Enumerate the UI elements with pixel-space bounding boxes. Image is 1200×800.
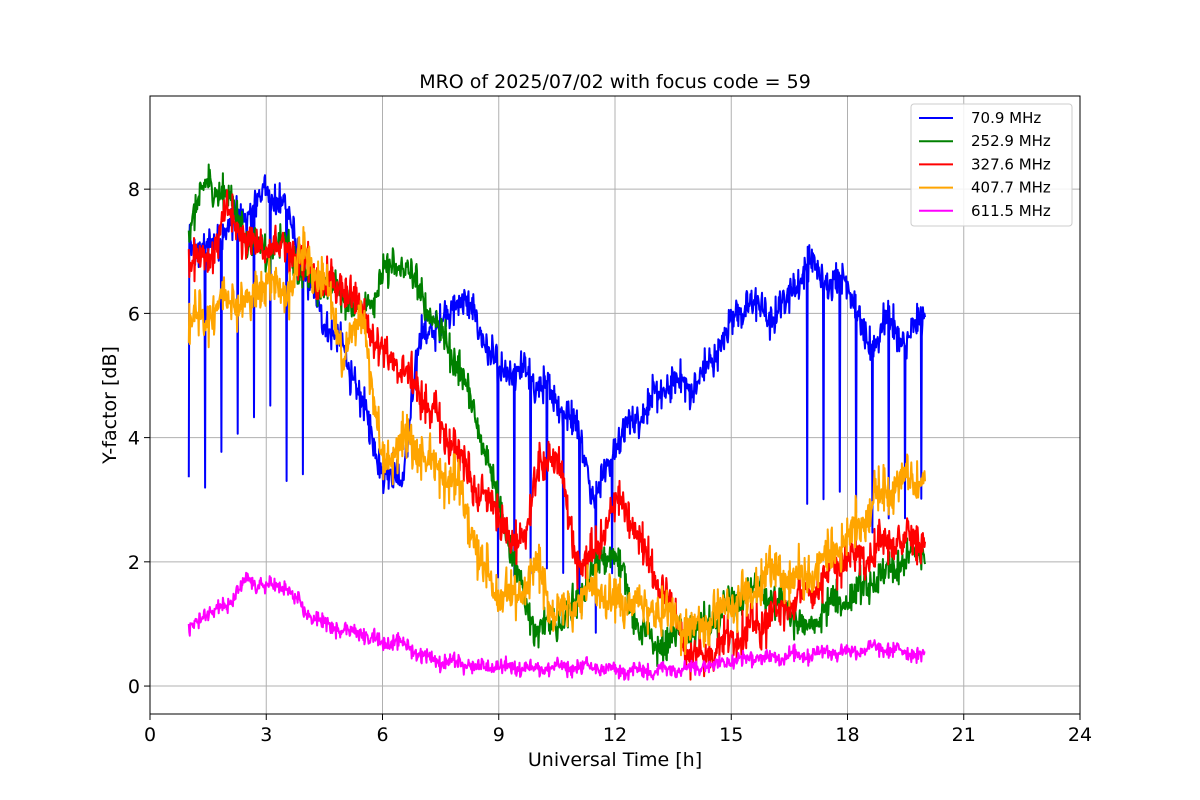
x-tick-label: 15 bbox=[719, 724, 743, 746]
series-line-3 bbox=[187, 226, 926, 657]
legend-label: 70.9 MHz bbox=[971, 109, 1041, 127]
series-line-4 bbox=[187, 571, 926, 681]
x-tick-label: 12 bbox=[603, 724, 627, 746]
x-tick-label: 18 bbox=[835, 724, 859, 746]
x-tick-label: 6 bbox=[376, 724, 388, 746]
x-tick-label: 9 bbox=[493, 724, 505, 746]
legend-label: 252.9 MHz bbox=[971, 132, 1051, 150]
series-3 bbox=[187, 226, 926, 657]
y-tick-label: 6 bbox=[128, 303, 140, 325]
legend-box bbox=[910, 103, 1073, 227]
legend-label: 407.7 MHz bbox=[971, 179, 1051, 197]
x-tick-label: 0 bbox=[144, 724, 156, 746]
y-axis: 0 2 4 6 8 bbox=[128, 179, 150, 698]
y-axis-label: Y-factor [dB] bbox=[99, 346, 121, 465]
y-tick-label: 8 bbox=[128, 179, 140, 201]
legend-label: 327.6 MHz bbox=[971, 155, 1051, 173]
x-tick-label: 3 bbox=[260, 724, 272, 746]
y-tick-label: 2 bbox=[128, 552, 140, 574]
y-tick-label: 0 bbox=[128, 676, 140, 698]
legend-label: 611.5 MHz bbox=[971, 202, 1051, 220]
x-tick-label: 21 bbox=[952, 724, 976, 746]
chart-title: MRO of 2025/07/02 with focus code = 59 bbox=[419, 71, 811, 93]
series-layer bbox=[187, 163, 926, 681]
y-tick-label: 4 bbox=[128, 428, 140, 450]
x-axis: 0 3 6 9 12 15 18 21 24 bbox=[144, 714, 1092, 746]
x-axis-label: Universal Time [h] bbox=[528, 749, 702, 771]
series-4 bbox=[187, 571, 926, 681]
x-tick-label: 24 bbox=[1068, 724, 1092, 746]
legend: 70.9 MHz 252.9 MHz 327.6 MHz 407.7 MHz 611.5… bbox=[910, 103, 1073, 227]
